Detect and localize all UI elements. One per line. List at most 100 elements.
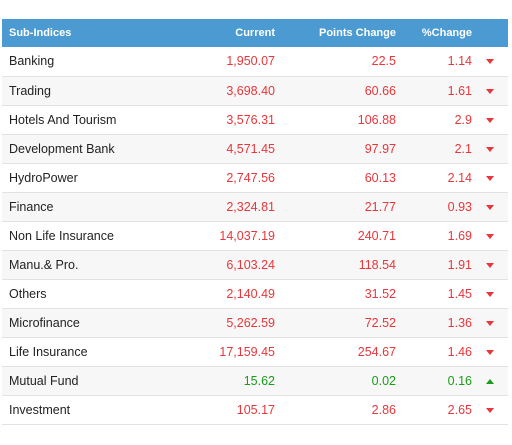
points-change-value: 72.52 bbox=[364, 315, 396, 330]
down-arrow-icon bbox=[486, 291, 494, 297]
sub-index-name: Investment bbox=[9, 402, 71, 417]
current-value: 3,576.31 bbox=[226, 112, 275, 127]
header-current[interactable]: Current bbox=[235, 27, 275, 39]
table-row[interactable]: Development Bank 4,571.45 97.97 2.1 bbox=[2, 134, 508, 163]
sub-index-name: Microfinance bbox=[9, 315, 80, 330]
trend-cell bbox=[472, 337, 508, 366]
sub-index-name: HydroPower bbox=[9, 170, 78, 185]
table-row[interactable]: Others 2,140.49 31.52 1.45 bbox=[2, 279, 508, 308]
percent-change-value: 1.14 bbox=[447, 54, 472, 69]
trend-cell bbox=[472, 47, 508, 76]
points-change-value: 60.66 bbox=[364, 83, 396, 98]
percent-change-value: 1.45 bbox=[447, 286, 472, 301]
points-change-value: 0.02 bbox=[371, 373, 396, 388]
down-arrow-icon bbox=[486, 320, 494, 326]
percent-change-value: 2.9 bbox=[454, 112, 472, 127]
sub-index-name: Non Life Insurance bbox=[9, 228, 114, 243]
down-arrow-icon bbox=[486, 204, 494, 210]
trend-cell bbox=[472, 366, 508, 395]
points-change-value: 21.77 bbox=[364, 199, 396, 214]
points-change-value: 2.86 bbox=[371, 402, 396, 417]
points-change-value: 106.88 bbox=[357, 112, 396, 127]
current-value: 6,103.24 bbox=[226, 257, 275, 272]
current-value: 5,262.59 bbox=[226, 315, 275, 330]
header-percent-change[interactable]: %Change bbox=[421, 27, 472, 39]
current-value: 2,324.81 bbox=[226, 199, 275, 214]
trend-cell bbox=[472, 134, 508, 163]
current-value: 17,159.45 bbox=[219, 344, 275, 359]
trend-cell bbox=[472, 221, 508, 250]
sub-index-name: Trading bbox=[9, 83, 51, 98]
current-value: 2,140.49 bbox=[226, 286, 275, 301]
trend-cell bbox=[472, 395, 508, 424]
points-change-value: 97.97 bbox=[364, 141, 396, 156]
sub-index-name: Life Insurance bbox=[9, 344, 88, 359]
sub-indices-table: Sub-Indices Current Points Change %Chang… bbox=[2, 19, 508, 425]
percent-change-value: 1.69 bbox=[447, 228, 472, 243]
sub-indices-panel: Sub-Indices Current Points Change %Chang… bbox=[2, 19, 508, 425]
percent-change-value: 2.65 bbox=[447, 402, 472, 417]
trend-cell bbox=[472, 192, 508, 221]
points-change-value: 254.67 bbox=[357, 344, 396, 359]
sub-index-name: Finance bbox=[9, 199, 54, 214]
sub-index-name: Others bbox=[9, 286, 47, 301]
table-row[interactable]: Life Insurance 17,159.45 254.67 1.46 bbox=[2, 337, 508, 366]
trend-cell bbox=[472, 163, 508, 192]
current-value: 4,571.45 bbox=[226, 141, 275, 156]
down-arrow-icon bbox=[486, 175, 494, 181]
sub-index-name: Development Bank bbox=[9, 141, 115, 156]
table-body: Banking 1,950.07 22.5 1.14 Trading 3,698.40 60… bbox=[2, 47, 508, 424]
percent-change-value: 1.91 bbox=[447, 257, 472, 272]
points-change-value: 31.52 bbox=[364, 286, 396, 301]
points-change-value: 60.13 bbox=[364, 170, 396, 185]
percent-change-value: 0.93 bbox=[447, 199, 472, 214]
sub-index-name: Banking bbox=[9, 54, 55, 69]
down-arrow-icon bbox=[486, 233, 494, 239]
percent-change-value: 2.14 bbox=[447, 170, 472, 185]
table-row[interactable]: Microfinance 5,262.59 72.52 1.36 bbox=[2, 308, 508, 337]
percent-change-value: 1.61 bbox=[447, 83, 472, 98]
header-trend bbox=[472, 19, 508, 47]
points-change-value: 240.71 bbox=[357, 228, 396, 243]
percent-change-value: 1.36 bbox=[447, 315, 472, 330]
points-change-value: 118.54 bbox=[358, 257, 396, 272]
current-value: 1,950.07 bbox=[226, 54, 275, 69]
down-arrow-icon bbox=[486, 146, 494, 152]
header-sub-indices[interactable]: Sub-Indices bbox=[9, 27, 72, 39]
table-row[interactable]: HydroPower 2,747.56 60.13 2.14 bbox=[2, 163, 508, 192]
header-points-change[interactable]: Points Change bbox=[318, 27, 396, 39]
up-arrow-icon bbox=[486, 378, 494, 384]
down-arrow-icon bbox=[486, 117, 494, 123]
table-row[interactable]: Manu.& Pro. 6,103.24 118.54 1.91 bbox=[2, 250, 508, 279]
percent-change-value: 2.1 bbox=[454, 141, 472, 156]
table-row[interactable]: Hotels And Tourism 3,576.31 106.88 2.9 bbox=[2, 105, 508, 134]
table-header-row: Sub-Indices Current Points Change %Chang… bbox=[2, 19, 508, 47]
percent-change-value: 1.46 bbox=[447, 344, 472, 359]
table-row[interactable]: Non Life Insurance 14,037.19 240.71 1.69 bbox=[2, 221, 508, 250]
current-value: 3,698.40 bbox=[226, 83, 275, 98]
trend-cell bbox=[472, 250, 508, 279]
current-value: 15.62 bbox=[243, 373, 275, 388]
down-arrow-icon bbox=[486, 262, 494, 268]
down-arrow-icon bbox=[486, 59, 494, 65]
points-change-value: 22.5 bbox=[371, 54, 396, 69]
table-row[interactable]: Trading 3,698.40 60.66 1.61 bbox=[2, 76, 508, 105]
percent-change-value: 0.16 bbox=[447, 373, 472, 388]
table-row[interactable]: Finance 2,324.81 21.77 0.93 bbox=[2, 192, 508, 221]
table-row[interactable]: Mutual Fund 15.62 0.02 0.16 bbox=[2, 366, 508, 395]
trend-cell bbox=[472, 105, 508, 134]
current-value: 2,747.56 bbox=[226, 170, 275, 185]
down-arrow-icon bbox=[486, 349, 494, 355]
table-row[interactable]: Investment 105.17 2.86 2.65 bbox=[2, 395, 508, 424]
trend-cell bbox=[472, 308, 508, 337]
trend-cell bbox=[472, 279, 508, 308]
current-value: 105.17 bbox=[236, 402, 275, 417]
table-row[interactable]: Banking 1,950.07 22.5 1.14 bbox=[2, 47, 508, 76]
sub-index-name: Mutual Fund bbox=[9, 373, 79, 388]
down-arrow-icon bbox=[486, 407, 494, 413]
current-value: 14,037.19 bbox=[219, 228, 275, 243]
sub-index-name: Manu.& Pro. bbox=[9, 257, 79, 272]
sub-index-name: Hotels And Tourism bbox=[9, 112, 117, 127]
down-arrow-icon bbox=[486, 88, 494, 94]
trend-cell bbox=[472, 76, 508, 105]
